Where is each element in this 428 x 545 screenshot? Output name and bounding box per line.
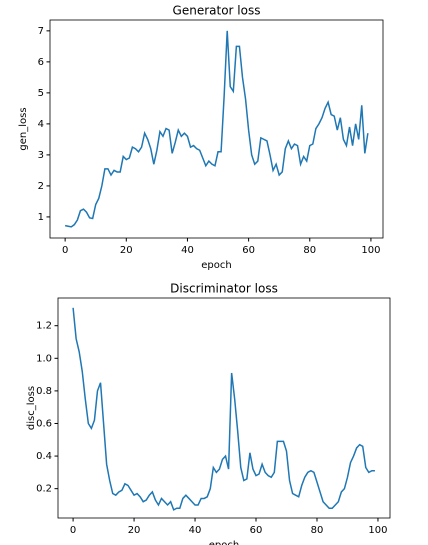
chart-title: Generator loss bbox=[173, 4, 261, 18]
x-tick-label: 100 bbox=[361, 245, 380, 256]
x-tick-label: 20 bbox=[128, 525, 141, 536]
y-axis-label: gen_loss bbox=[18, 107, 29, 150]
y-tick-label: 1.2 bbox=[36, 321, 52, 332]
y-tick-label: 0.6 bbox=[36, 418, 52, 429]
y-tick-label: 7 bbox=[38, 26, 44, 37]
y-tick-label: 5 bbox=[38, 88, 44, 99]
line-series bbox=[64, 30, 369, 228]
y-tick-label: 1.0 bbox=[36, 353, 52, 364]
x-axis-label: epoch bbox=[201, 260, 231, 271]
x-tick-label: 40 bbox=[181, 245, 194, 256]
y-tick-label: 6 bbox=[38, 57, 44, 68]
x-tick-label: 0 bbox=[62, 245, 68, 256]
y-axis-label: disc_loss bbox=[26, 386, 37, 430]
line-series bbox=[72, 307, 375, 511]
x-tick-label: 40 bbox=[189, 525, 202, 536]
y-tick-label: 1 bbox=[38, 212, 44, 223]
y-tick-label: 3 bbox=[38, 150, 44, 161]
y-tick-label: 0.4 bbox=[36, 451, 52, 462]
x-tick-label: 60 bbox=[250, 525, 263, 536]
x-tick-label: 80 bbox=[311, 525, 324, 536]
x-tick-label: 20 bbox=[120, 245, 133, 256]
plot-frame bbox=[57, 297, 391, 519]
x-tick-label: 80 bbox=[303, 245, 316, 256]
y-tick-label: 0.2 bbox=[36, 484, 52, 495]
x-tick-label: 60 bbox=[242, 245, 255, 256]
x-tick-label: 0 bbox=[70, 525, 76, 536]
y-tick-label: 0.8 bbox=[36, 386, 52, 397]
y-tick-label: 4 bbox=[38, 119, 44, 130]
x-tick-label: 100 bbox=[368, 525, 387, 536]
chart-title: Discriminator loss bbox=[170, 282, 278, 296]
plot-frame bbox=[49, 19, 384, 239]
y-tick-label: 2 bbox=[38, 181, 44, 192]
x-axis-label: epoch bbox=[209, 540, 239, 545]
